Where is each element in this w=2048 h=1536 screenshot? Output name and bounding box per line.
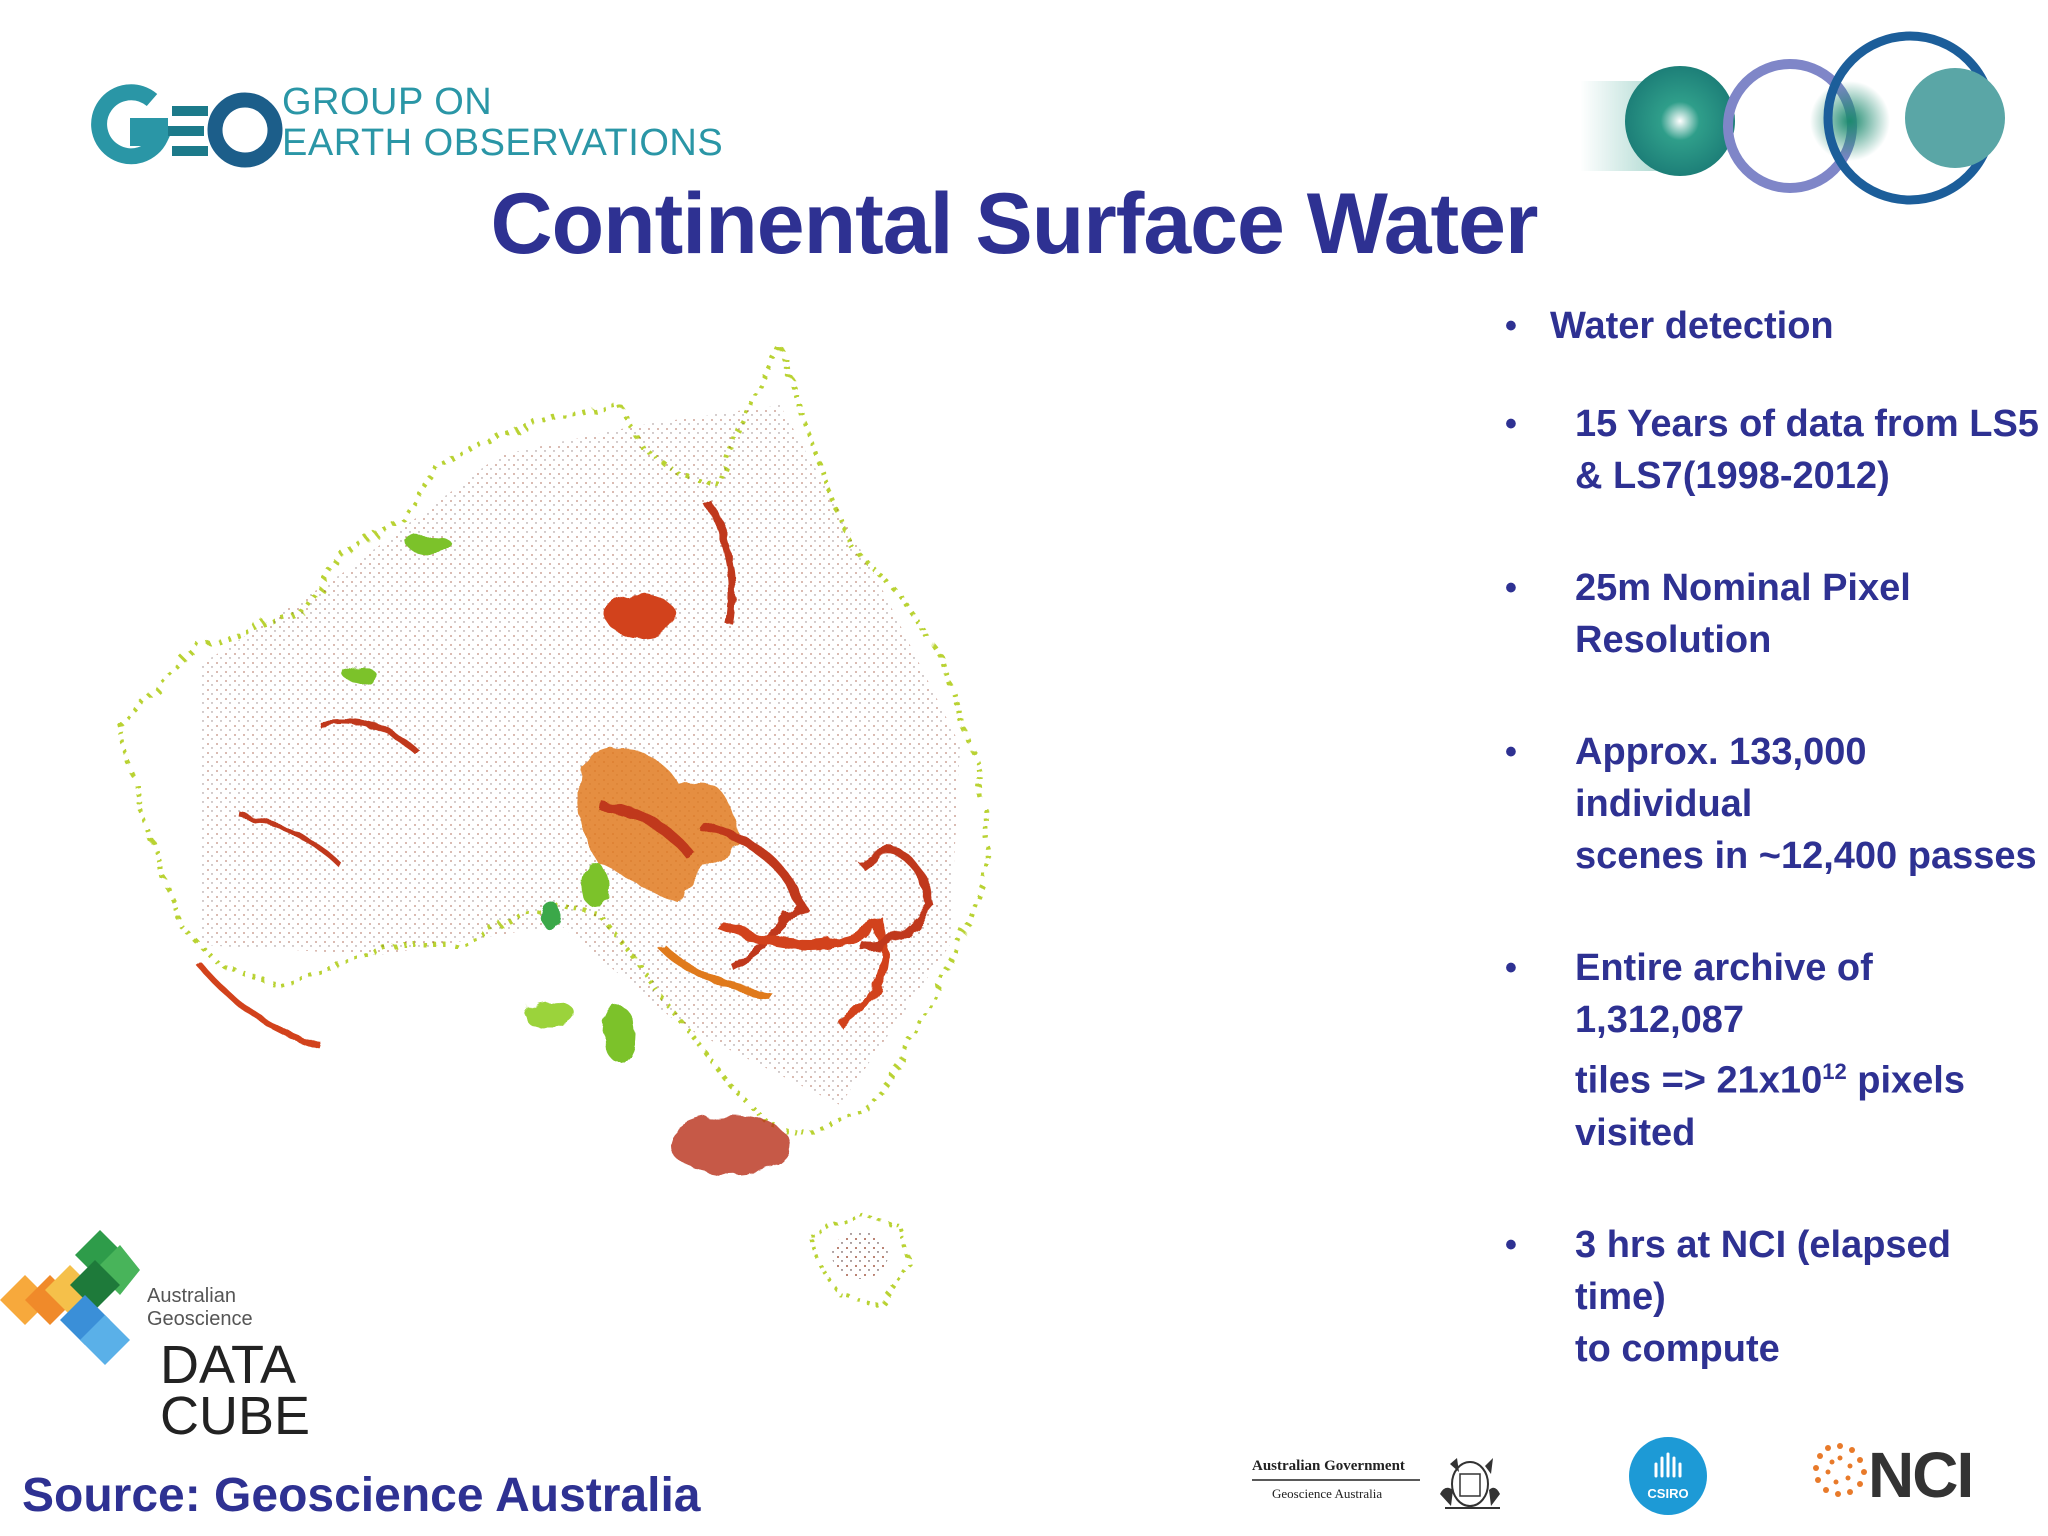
source-credit: Source: Geoscience Australia bbox=[22, 1469, 701, 1522]
australian-government-crest-icon bbox=[1252, 1458, 1500, 1509]
datacube-subtitle-line: Australian bbox=[147, 1285, 236, 1307]
nci-text: NCI bbox=[1868, 1439, 1974, 1511]
bullet-line: 3 hrs at NCI (elapsed time) bbox=[1575, 1223, 1951, 1318]
bullet-line: 15 Years of data from LS5 bbox=[1575, 403, 2039, 445]
australia-surface-water-map bbox=[117, 345, 993, 1308]
bullet-line: visited bbox=[1575, 1111, 1696, 1154]
bullet-pixel-resolution: • 25m Nominal Pixel Resolution bbox=[1505, 562, 2040, 666]
bullet-line: to compute bbox=[1575, 1327, 1780, 1370]
geoscience-australia-text: Geoscience Australia bbox=[1272, 1486, 1383, 1501]
bullet-scenes: • Approx. 133,000 individual scenes in ~… bbox=[1505, 726, 2040, 882]
bullet-text: 15 Years of data from LS5 & LS7(1998-201… bbox=[1505, 398, 2040, 502]
bullet-line: Approx. 133,000 individual bbox=[1575, 731, 1867, 825]
geo-line-2: EARTH OBSERVATIONS bbox=[282, 122, 724, 164]
bullet-line: Entire archive of 1,312,087 bbox=[1575, 947, 1873, 1041]
geo-logo-icon bbox=[91, 84, 283, 168]
csiro-logo-icon bbox=[1629, 1437, 1707, 1515]
bullet-line: pixels bbox=[1846, 1059, 1965, 1102]
geo-wordmark: GROUP ON EARTH OBSERVATIONS bbox=[282, 82, 723, 164]
bullet-text: 3 hrs at NCI (elapsed time) to compute bbox=[1505, 1219, 2040, 1375]
bullet-years-of-data: • 15 Years of data from LS5 & LS7(1998-2… bbox=[1505, 398, 2040, 502]
bullet-dot-icon: • bbox=[1505, 405, 1517, 443]
bullet-line: 25m Nominal Pixel bbox=[1575, 567, 1911, 609]
bullet-water-detection: • Water detection bbox=[1505, 300, 2040, 352]
bullet-compute-time: • 3 hrs at NCI (elapsed time) to compute bbox=[1505, 1219, 2040, 1375]
bullet-dot-icon: • bbox=[1505, 1225, 1517, 1264]
page-title: Continental Surface Water bbox=[490, 176, 1539, 272]
nci-sunburst-icon bbox=[1813, 1443, 1867, 1497]
datacube-word: DATA bbox=[160, 1335, 297, 1395]
bullet-list: • Water detection • 15 Years of data fro… bbox=[1505, 300, 2040, 1375]
datacube-logo-icon bbox=[0, 1230, 140, 1365]
bullet-dot-icon: • bbox=[1505, 733, 1517, 771]
bullet-dot-icon: • bbox=[1505, 307, 1517, 345]
csiro-text: CSIRO bbox=[1647, 1486, 1689, 1501]
bullet-text: 25m Nominal Pixel Resolution bbox=[1505, 562, 2040, 666]
datacube-wordmark: DATA CUBE bbox=[160, 1335, 311, 1446]
datacube-subtitle: Australian Geoscience bbox=[147, 1285, 253, 1331]
exponent: 12 bbox=[1822, 1059, 1847, 1084]
bullet-line: Resolution bbox=[1575, 619, 1772, 661]
bullet-dot-icon: • bbox=[1505, 949, 1517, 987]
bullet-archive: • Entire archive of 1,312,087 tiles => 2… bbox=[1505, 942, 2040, 1159]
partner-rings-icon bbox=[1580, 31, 2005, 205]
bullet-line: scenes in ~12,400 passes bbox=[1575, 835, 2037, 877]
bullet-text: Approx. 133,000 individual scenes in ~12… bbox=[1505, 726, 2040, 882]
datacube-subtitle-line: Geoscience bbox=[147, 1308, 253, 1330]
datacube-word: CUBE bbox=[160, 1386, 311, 1446]
bullet-line: tiles => 21x10 bbox=[1575, 1059, 1823, 1102]
geo-line-1: GROUP ON bbox=[282, 81, 493, 123]
bullet-text: Water detection bbox=[1550, 305, 1834, 347]
australian-government-text: Australian Government bbox=[1252, 1458, 1405, 1474]
bullet-line: & LS7(1998-2012) bbox=[1575, 455, 1890, 497]
bullet-dot-icon: • bbox=[1505, 569, 1517, 607]
bullet-text: Entire archive of 1,312,087 tiles => 21x… bbox=[1505, 942, 2040, 1159]
